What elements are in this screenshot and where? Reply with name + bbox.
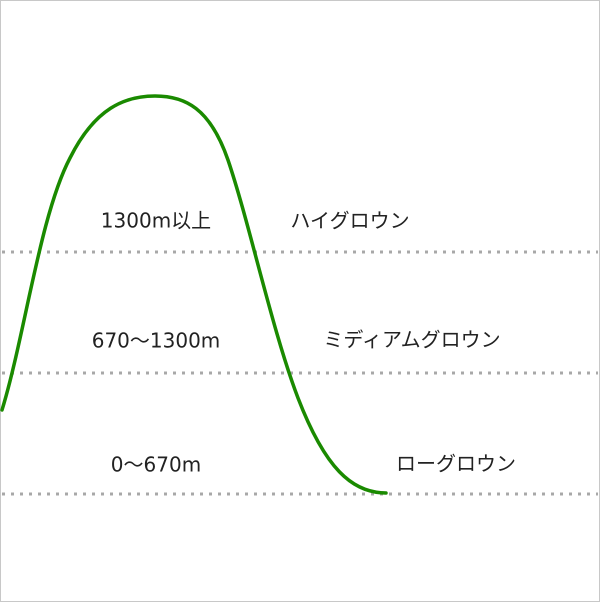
zone-name: ハイグロウン [290, 209, 409, 233]
zone-range: 0〜670m [111, 453, 201, 477]
mountain-curve [0, 94, 388, 495]
zone-name: ミディアムグロウン [323, 328, 500, 352]
zone-range: 670〜1300m [92, 329, 221, 353]
zone-range: 1300m以上 [101, 209, 211, 233]
zone-name: ローグロウン [396, 452, 516, 476]
